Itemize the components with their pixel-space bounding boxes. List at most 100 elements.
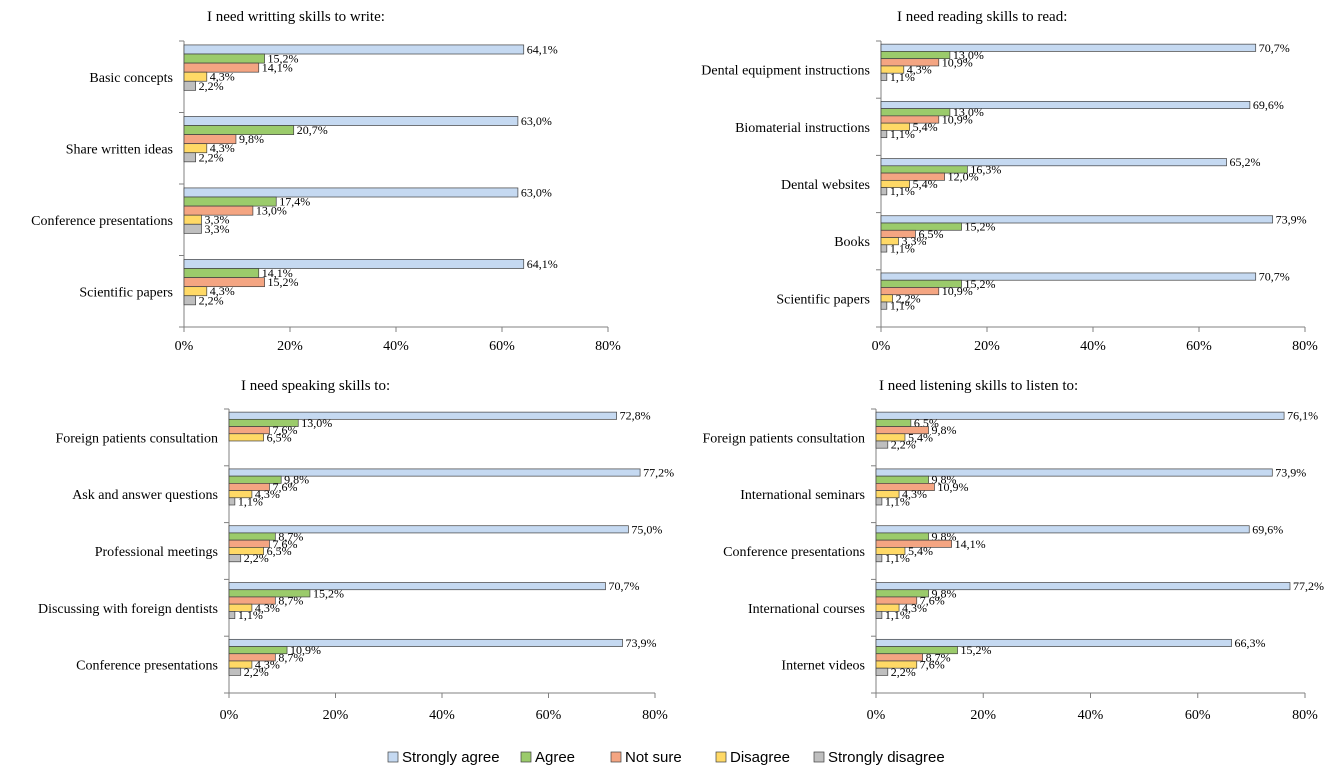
bar-not-sure [228,426,270,435]
x-tick-label: 40% [1078,708,1104,723]
data-label: 1,1% [885,551,910,565]
data-label: 8,7% [278,650,303,664]
bar-not-sure [875,539,952,548]
bar-disagree [875,603,900,612]
legend-swatch-disagree [715,751,727,763]
category-label: Dental websites [781,178,870,193]
category-label: Basic concepts [89,71,173,86]
bar-disagree [880,179,910,188]
category-label: International seminars [740,488,865,503]
bar-disagree [880,65,905,74]
data-label: 64,1% [527,42,558,56]
bar-agree [880,222,962,231]
bar-strongly-disagree [228,667,242,676]
x-tick-label: 40% [1080,339,1106,354]
bar-not-sure [875,653,924,662]
data-label: 2,2% [199,79,224,93]
x-tick-label: 20% [323,708,349,723]
data-label: 69,6% [1253,98,1284,112]
x-tick-label: 80% [1292,339,1318,354]
data-label: 2,2% [199,293,224,307]
category-label: International courses [748,602,865,617]
data-label: 2,2% [244,551,269,565]
data-label: 4,3% [902,487,927,501]
legend-label-strongly-disagree: Strongly disagree [828,749,945,766]
bar-disagree [228,433,264,442]
data-label: 64,1% [527,257,558,271]
data-label: 10,9% [937,480,968,494]
data-label: 9,8% [239,132,264,146]
bar-disagree [875,660,918,669]
bar-strongly-agree [875,468,1273,477]
category-label: Scientific papers [79,285,173,300]
data-label: 7,6% [920,594,945,608]
category-label: Discussing with foreign dentists [38,602,218,617]
bar-strongly-agree [880,43,1257,52]
bar-disagree [880,122,910,131]
chart-reading-skills: I need reading skills to read: 0% 20% 40% 6… [701,9,1318,354]
bar-strongly-disagree [183,80,197,91]
data-label: 4,3% [210,70,235,84]
x-tick-label: 80% [1292,708,1318,723]
data-label: 8,7% [278,530,303,544]
data-label: 4,3% [255,658,280,672]
chart-title: I need writting skills to write: [207,9,385,25]
category-label: Share written ideas [66,142,173,157]
data-label: 13,0% [256,204,287,218]
x-tick-label: 0% [175,339,194,354]
data-label: 4,3% [210,284,235,298]
data-label: 1,1% [885,608,910,622]
data-label: 7,6% [272,423,297,437]
category-label: Ask and answer questions [72,488,218,503]
legend-label-disagree: Disagree [730,749,790,766]
data-label: 1,1% [890,299,915,313]
data-label: 69,6% [1252,522,1283,536]
bar-strongly-agree [228,411,618,420]
category-label: Foreign patients consultation [702,431,865,446]
data-label: 14,1% [955,537,986,551]
x-tick-label: 60% [536,708,562,723]
bar-not-sure [228,539,270,548]
bar-strongly-agree [875,638,1232,647]
data-label: 8,7% [926,650,951,664]
bar-strongly-agree [183,259,525,269]
data-label: 14,1% [262,266,293,280]
legend-swatch-not-sure [610,751,622,763]
bar-disagree [875,547,906,555]
data-label: 9,8% [932,423,957,437]
data-label: 2,2% [199,150,224,164]
data-label: 10,9% [942,55,973,69]
data-label: 4,3% [255,601,280,615]
data-label: 73,9% [1275,466,1306,480]
data-label: 2,2% [896,291,921,305]
category-label: Internet videos [781,659,865,674]
bar-strongly-disagree [880,244,888,253]
data-label: 65,2% [1230,155,1261,169]
data-label: 3,3% [901,234,926,248]
x-tick-label: 80% [642,708,668,723]
bar-strongly-agree [875,582,1291,591]
data-label: 12,0% [948,170,979,184]
bar-agree [880,51,951,60]
legend: Strongly agree Agree Not sure Disagree Stron… [387,749,945,766]
data-label: 1,1% [890,184,915,198]
category-label: Professional meetings [95,545,218,560]
data-label: 15,2% [268,275,299,289]
bar-not-sure [183,205,254,216]
bar-strongly-agree [228,582,606,591]
category-label: Books [834,235,870,250]
category-label: Biomaterial instructions [735,121,870,136]
bar-strongly-agree [875,525,1250,534]
legend-swatch-agree [520,751,532,763]
data-label: 13,0% [301,416,332,430]
bar-not-sure [183,134,237,145]
data-label: 7,6% [272,537,297,551]
category-label: Dental equipment instructions [701,64,870,79]
data-label: 15,2% [965,220,996,234]
data-label: 70,7% [1259,270,1290,284]
data-label: 10,9% [942,284,973,298]
data-label: 15,2% [961,643,992,657]
data-label: 7,6% [920,658,945,672]
data-label: 13,0% [953,105,984,119]
data-label: 9,8% [284,473,309,487]
